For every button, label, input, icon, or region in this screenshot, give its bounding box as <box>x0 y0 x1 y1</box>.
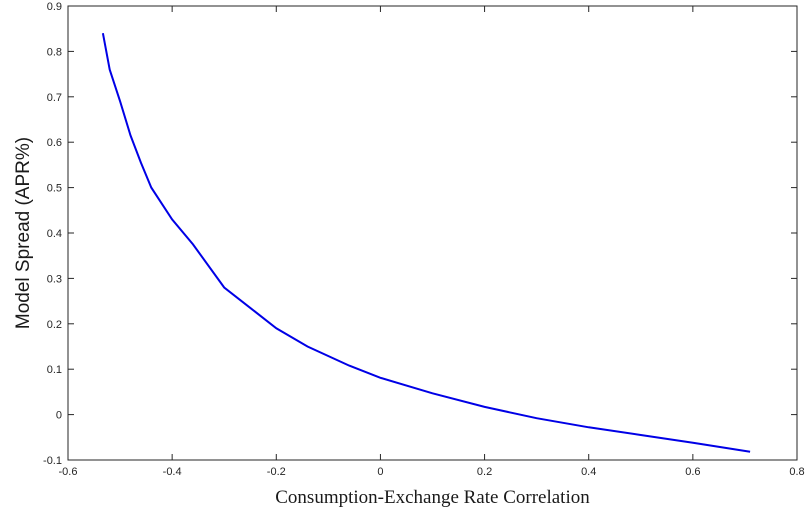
y-tick-label: 0.1 <box>47 364 62 376</box>
series-line <box>101 33 751 453</box>
y-tick-label: 0.8 <box>47 46 62 58</box>
plot-area <box>101 33 751 453</box>
x-tick-label: 0.8 <box>789 466 804 478</box>
y-tick-label: 0.4 <box>47 228 62 240</box>
y-tick-label: 0.3 <box>47 273 62 285</box>
x-tick-label: -0.4 <box>163 466 182 478</box>
y-tick-label: 0.2 <box>47 319 62 331</box>
x-tick-label: 0.6 <box>685 466 700 478</box>
x-tick-label: -0.6 <box>59 466 78 478</box>
y-tick-label: 0.9 <box>47 1 62 13</box>
y-tick-label: 0.5 <box>47 183 62 195</box>
x-tick-label: 0 <box>377 466 383 478</box>
x-axis-title: Consumption-Exchange Rate Correlation <box>275 487 590 508</box>
x-tick-label: 0.4 <box>581 466 596 478</box>
axes: -0.6 -0.4 -0.2 0 0.2 0.4 0.6 0.8 -0.1 0 0.1 0.2 0.3 0… <box>43 1 805 478</box>
x-tick-label: 0.2 <box>477 466 492 478</box>
plot-frame <box>67 5 798 461</box>
y-tick-label: 0.6 <box>47 137 62 149</box>
y-tick-label: 0.7 <box>47 92 62 104</box>
y-axis-title: Model Spread (APR%) <box>13 137 34 329</box>
x-tick-label: -0.2 <box>267 466 286 478</box>
y-tick-label: -0.1 <box>43 455 62 467</box>
y-tick-label: 0 <box>56 410 62 422</box>
